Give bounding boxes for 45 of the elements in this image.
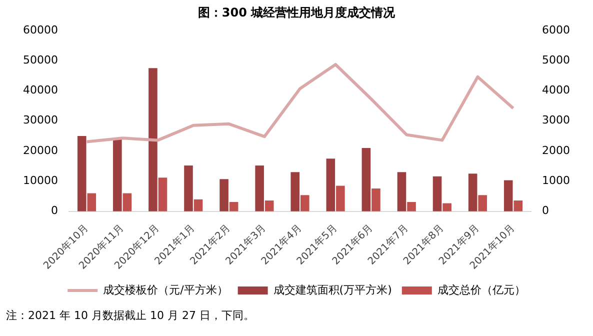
y-tick-label: 60000 — [22, 23, 58, 36]
y2-tick-label: 3000 — [542, 114, 570, 127]
y2-tick-label: 6000 — [542, 23, 570, 36]
bar — [87, 193, 96, 212]
bar — [194, 199, 203, 212]
legend-label: 成交总价（亿元） — [437, 283, 526, 296]
bar — [184, 166, 193, 212]
bar — [326, 158, 336, 212]
bar — [122, 193, 132, 212]
y2-tick-label: 0 — [542, 204, 550, 218]
y-tick-label: 30000 — [22, 114, 58, 127]
y2-tick-label: 5000 — [542, 53, 570, 66]
y-tick-label: 50000 — [22, 53, 58, 66]
bar — [255, 166, 264, 212]
bar — [432, 176, 442, 212]
bar — [504, 180, 513, 212]
y-tick-label: 20000 — [22, 144, 58, 157]
bar — [77, 136, 86, 212]
y-tick-label: 10000 — [22, 174, 58, 188]
bar — [372, 188, 380, 212]
y-tick-label: 0 — [50, 204, 58, 218]
bar — [158, 178, 168, 212]
bar — [300, 195, 310, 212]
y2-tick-label: 1000 — [542, 174, 570, 188]
legend-label: 成交楼板价（元/平方米） — [103, 283, 228, 296]
bar — [113, 139, 122, 212]
bar — [397, 172, 406, 212]
bar — [362, 148, 371, 212]
bar — [148, 68, 158, 212]
legend-label: 成交建筑面积(万平方米) — [273, 283, 392, 296]
bar — [290, 172, 300, 212]
y-tick-label: 40000 — [22, 84, 58, 97]
y2-tick-label: 2000 — [542, 144, 570, 157]
chart-title: 图：300 城经营性用地月度成交情况 — [198, 5, 396, 20]
bar — [442, 203, 452, 212]
bar — [229, 202, 238, 212]
text: 注：2021 年 10 月数据截止 10 月 27 日，下同。 — [5, 308, 256, 323]
bar — [336, 186, 345, 212]
bar — [514, 200, 523, 212]
bar — [468, 174, 478, 212]
bar — [407, 202, 416, 212]
bar — [478, 195, 487, 212]
bar — [264, 200, 274, 212]
y2-tick-label: 4000 — [542, 84, 570, 97]
bar — [220, 179, 228, 212]
